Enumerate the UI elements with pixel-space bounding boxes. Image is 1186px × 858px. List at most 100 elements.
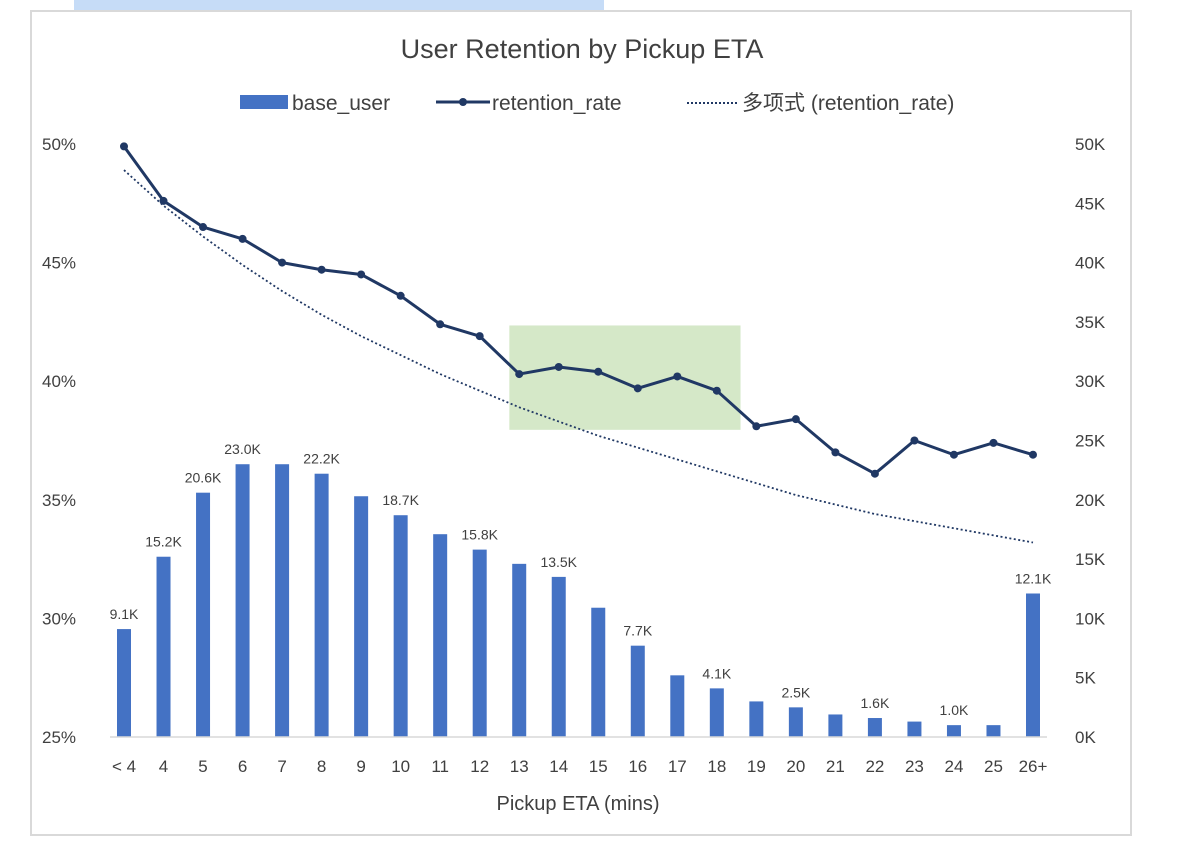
bars-layer bbox=[117, 464, 1040, 737]
x-tick-label: 18 bbox=[707, 757, 726, 776]
bar-data-label: 20.6K bbox=[185, 470, 222, 486]
bar-19 bbox=[749, 701, 764, 737]
x-tick-label: 16 bbox=[628, 757, 647, 776]
bar-data-label: 15.2K bbox=[145, 534, 182, 550]
x-tick-label: 11 bbox=[431, 757, 449, 776]
bar-16 bbox=[630, 645, 645, 737]
bar-5 bbox=[196, 492, 211, 737]
x-tick-label: 26+ bbox=[1019, 757, 1048, 776]
x-tick-label: 23 bbox=[905, 757, 924, 776]
retention-point bbox=[831, 448, 840, 457]
bar-data-label: 9.1K bbox=[110, 606, 139, 622]
retention-point bbox=[199, 223, 208, 232]
bar-data-label: 18.7K bbox=[382, 492, 419, 508]
trendline-path bbox=[123, 169, 1034, 544]
x-tick-label: 25 bbox=[984, 757, 1003, 776]
bar-13 bbox=[512, 563, 527, 737]
x-tick-label: 12 bbox=[470, 757, 489, 776]
retention-point bbox=[159, 196, 168, 205]
x-tick-label: < 4 bbox=[112, 757, 136, 776]
bar-25 bbox=[986, 725, 1001, 737]
bar-22 bbox=[867, 718, 882, 737]
bar-12 bbox=[472, 549, 487, 737]
right-tick-label: 25K bbox=[1075, 432, 1106, 451]
retention-point bbox=[870, 469, 879, 478]
bar-18 bbox=[709, 688, 724, 737]
retention-point bbox=[752, 422, 761, 431]
bar-7 bbox=[275, 464, 290, 737]
x-tick-label: 4 bbox=[159, 757, 168, 776]
x-tick-label: 19 bbox=[747, 757, 766, 776]
legend-label-base-user: base_user bbox=[292, 92, 390, 115]
bar-data-label: 23.0K bbox=[224, 441, 261, 457]
x-tick-label: 20 bbox=[786, 757, 805, 776]
x-tick-label: 5 bbox=[198, 757, 207, 776]
retention-point bbox=[633, 384, 642, 393]
bar-14 bbox=[551, 576, 566, 737]
retention-point bbox=[515, 370, 524, 379]
retention-point bbox=[949, 450, 958, 459]
bar-data-label: 4.1K bbox=[702, 665, 731, 681]
legend-label-retention: retention_rate bbox=[492, 92, 622, 115]
bar-26 bbox=[1026, 593, 1040, 737]
right-tick-label: 10K bbox=[1075, 609, 1106, 628]
highlight-layer bbox=[509, 325, 741, 430]
x-tick-label: 10 bbox=[391, 757, 410, 776]
left-tick-label: 30% bbox=[42, 609, 76, 628]
chart-svg: User Retention by Pickup ETA base_user r… bbox=[42, 34, 1106, 815]
x-tick-label: 14 bbox=[549, 757, 568, 776]
retention-point bbox=[594, 367, 603, 376]
right-tick-label: 20K bbox=[1075, 491, 1106, 510]
retention-point bbox=[712, 386, 721, 395]
retention-point bbox=[278, 258, 287, 267]
retention-point bbox=[120, 142, 128, 151]
bar-4 bbox=[156, 556, 171, 737]
bar-11 bbox=[433, 534, 448, 737]
right-axis-ticks: 0K 5K 10K 15K 20K 25K 30K 35K 40K 45K 50K bbox=[1075, 135, 1106, 747]
right-tick-label: 30K bbox=[1075, 372, 1106, 391]
x-tick-label: 9 bbox=[356, 757, 365, 776]
retention-point bbox=[357, 270, 366, 279]
retention-line-layer bbox=[120, 142, 1037, 478]
bar-data-label: 1.6K bbox=[861, 695, 890, 711]
trendline-layer bbox=[123, 169, 1034, 544]
top-selection-highlight bbox=[74, 0, 604, 12]
bar-6 bbox=[235, 464, 250, 737]
bar-data-label: 12.1K bbox=[1015, 570, 1052, 586]
legend-swatch-base-user bbox=[240, 95, 288, 109]
chart-title: User Retention by Pickup ETA bbox=[401, 34, 764, 64]
bar-data-label: 7.7K bbox=[623, 623, 652, 639]
right-tick-label: 50K bbox=[1075, 135, 1106, 154]
bar-15 bbox=[591, 607, 606, 737]
left-tick-label: 45% bbox=[42, 254, 76, 273]
bar-21 bbox=[828, 714, 843, 737]
left-axis-ticks: 25% 30% 35% 40% 45% 50% bbox=[42, 135, 76, 747]
bar-data-label: 13.5K bbox=[540, 554, 577, 570]
bar-4 bbox=[117, 629, 131, 737]
bar-20 bbox=[788, 707, 803, 737]
right-tick-label: 40K bbox=[1075, 254, 1106, 273]
bar-data-label: 22.2K bbox=[303, 451, 340, 467]
x-tick-label: 21 bbox=[826, 757, 845, 776]
bar-data-label: 2.5K bbox=[781, 684, 810, 700]
left-tick-label: 50% bbox=[42, 135, 76, 154]
x-tick-label: 24 bbox=[944, 757, 963, 776]
right-tick-label: 5K bbox=[1075, 669, 1096, 688]
x-tick-label: 22 bbox=[865, 757, 884, 776]
bar-24 bbox=[946, 725, 961, 737]
bar-data-label: 15.8K bbox=[461, 527, 498, 543]
retention-point bbox=[396, 291, 405, 300]
x-tick-label: 13 bbox=[510, 757, 529, 776]
x-axis-ticks: < 4 4 5 6 7 8 9 10 11 12 13 14 15 16 17 18 19 20 21 22 23 24 2… bbox=[112, 757, 1048, 776]
highlight-region bbox=[509, 325, 741, 430]
left-tick-label: 40% bbox=[42, 372, 76, 391]
retention-point bbox=[436, 320, 445, 329]
retention-point bbox=[910, 436, 919, 445]
retention-point bbox=[475, 332, 484, 341]
x-tick-label: 7 bbox=[277, 757, 286, 776]
retention-point bbox=[791, 415, 800, 424]
right-tick-label: 0K bbox=[1075, 728, 1096, 747]
x-axis-title: Pickup ETA (mins) bbox=[497, 793, 660, 815]
x-tick-label: 8 bbox=[317, 757, 326, 776]
